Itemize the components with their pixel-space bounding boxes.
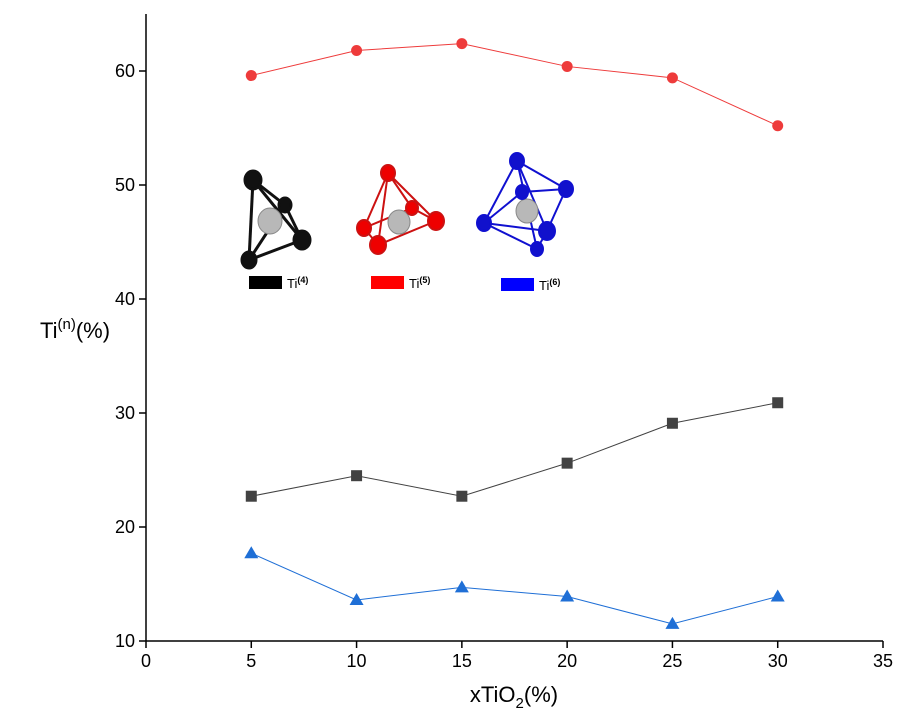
legend-name: Ti: [409, 276, 419, 291]
marker: [562, 61, 573, 72]
legend-superscript: (6): [549, 277, 560, 287]
x-tick-label: 5: [246, 651, 256, 671]
x-tick-label: 30: [768, 651, 788, 671]
page: {"chart_data": { "type": "line", "x_labe…: [0, 0, 901, 710]
marker: [772, 120, 783, 131]
y-tick-label: 50: [115, 175, 135, 195]
legend-superscript: (5): [419, 275, 430, 285]
y-tick-label: 30: [115, 403, 135, 423]
marker: [246, 70, 257, 81]
legend-label: Ti(5): [409, 275, 430, 291]
x-tick-label: 0: [141, 651, 151, 671]
marker: [456, 38, 467, 49]
marker: [351, 470, 362, 481]
ti6-structure: [477, 153, 573, 256]
x-title-subscript: 2: [516, 695, 524, 710]
legend-label: Ti(4): [287, 275, 308, 291]
series-line: [251, 553, 777, 624]
x-title-part: (%): [524, 682, 558, 707]
marker: [455, 580, 469, 592]
marker: [560, 590, 574, 602]
x-axis-title: xTiO2(%): [470, 682, 558, 710]
x-tick-label: 25: [662, 651, 682, 671]
x-tick-label: 10: [347, 651, 367, 671]
y-tick-label: 60: [115, 61, 135, 81]
legend-swatch: [371, 276, 404, 289]
y-title-superscript: (n): [58, 316, 76, 333]
marker: [667, 72, 678, 83]
legend-superscript: (4): [297, 275, 308, 285]
marker: [771, 590, 785, 602]
y-title-part: Ti: [40, 318, 58, 343]
marker: [244, 546, 258, 558]
y-tick-label: 20: [115, 517, 135, 537]
y-axis-title: Ti(n)(%): [40, 316, 110, 343]
x-tick-label: 20: [557, 651, 577, 671]
y-tick-label: 40: [115, 289, 135, 309]
marker: [562, 458, 573, 469]
x-tick-label: 35: [873, 651, 893, 671]
marker: [246, 491, 257, 502]
marker: [351, 45, 362, 56]
y-title-part: (%): [76, 318, 110, 343]
x-title-part: xTiO: [470, 682, 516, 707]
x-tick-label: 15: [452, 651, 472, 671]
series-line: [251, 403, 777, 496]
legend-label: Ti(6): [539, 277, 560, 293]
legend-name: Ti: [539, 278, 549, 293]
marker: [772, 397, 783, 408]
series-line: [251, 44, 777, 126]
y-tick-label: 10: [115, 631, 135, 651]
legend-swatch: [249, 276, 282, 289]
chart: 05101520253035102030405060xTiO2(%)Ti(n)(…: [0, 0, 901, 710]
marker: [667, 418, 678, 429]
marker: [456, 491, 467, 502]
ti4-structure: [242, 171, 310, 268]
ti5-structure: [357, 165, 444, 254]
legend-swatch: [501, 278, 534, 291]
legend-name: Ti: [287, 276, 297, 291]
